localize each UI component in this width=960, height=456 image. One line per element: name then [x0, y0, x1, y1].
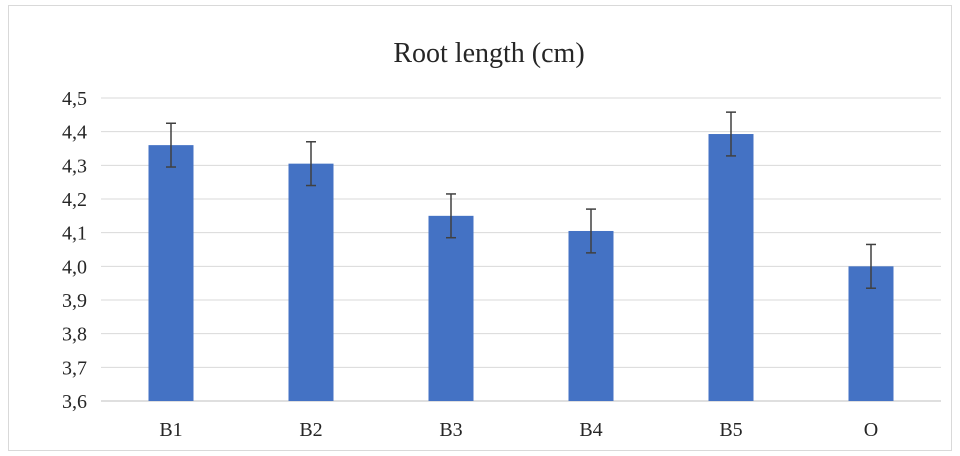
chart-title: Root length (cm): [393, 38, 584, 69]
error-bar-o: [866, 243, 876, 289]
y-tick-label: 3,6: [62, 391, 87, 413]
y-tick-label: 4,2: [62, 189, 87, 211]
error-bar-b4: [586, 208, 596, 254]
y-tick-label: 4,3: [62, 155, 87, 177]
error-bar-b3: [446, 193, 456, 239]
y-tick-label: 3,9: [62, 290, 87, 312]
chart-container: Root length (cm) 3,6 3,7 3,8 3,9 4,0 4,1 4,2 4,…: [8, 5, 952, 451]
x-axis-tick-labels: B1 B2 B3 B4 B5 O: [159, 419, 878, 441]
x-tick-label: B2: [299, 419, 322, 441]
y-tick-label: 4,4: [62, 122, 87, 144]
bar-chart: Root length (cm) 3,6 3,7 3,8 3,9 4,0 4,1 4,2 4,…: [62, 38, 941, 441]
bar-b1: [148, 145, 194, 401]
bar-b5: [708, 134, 754, 402]
x-tick-label: B5: [719, 419, 742, 441]
y-tick-label: 3,8: [62, 324, 87, 346]
x-tick-label: B4: [579, 419, 602, 441]
x-tick-label: O: [864, 419, 878, 441]
error-bar-b2: [306, 141, 316, 187]
error-bar-b1: [166, 122, 176, 168]
y-tick-label: 3,7: [62, 357, 87, 379]
y-tick-label: 4,0: [62, 256, 87, 278]
y-tick-label: 4,1: [62, 223, 87, 245]
bars: [148, 134, 894, 402]
bar-b2: [288, 163, 334, 401]
bar-b3: [428, 215, 474, 401]
bar-b4: [568, 230, 614, 401]
y-axis-tick-labels: 3,6 3,7 3,8 3,9 4,0 4,1 4,2 4,3 4,4 4,5: [62, 88, 87, 413]
error-bars: [166, 111, 876, 289]
x-tick-label: B1: [159, 419, 182, 441]
gridlines: [101, 97, 941, 402]
x-tick-label: B3: [439, 419, 462, 441]
y-tick-label: 4,5: [62, 88, 87, 110]
error-bar-b5: [726, 111, 736, 157]
